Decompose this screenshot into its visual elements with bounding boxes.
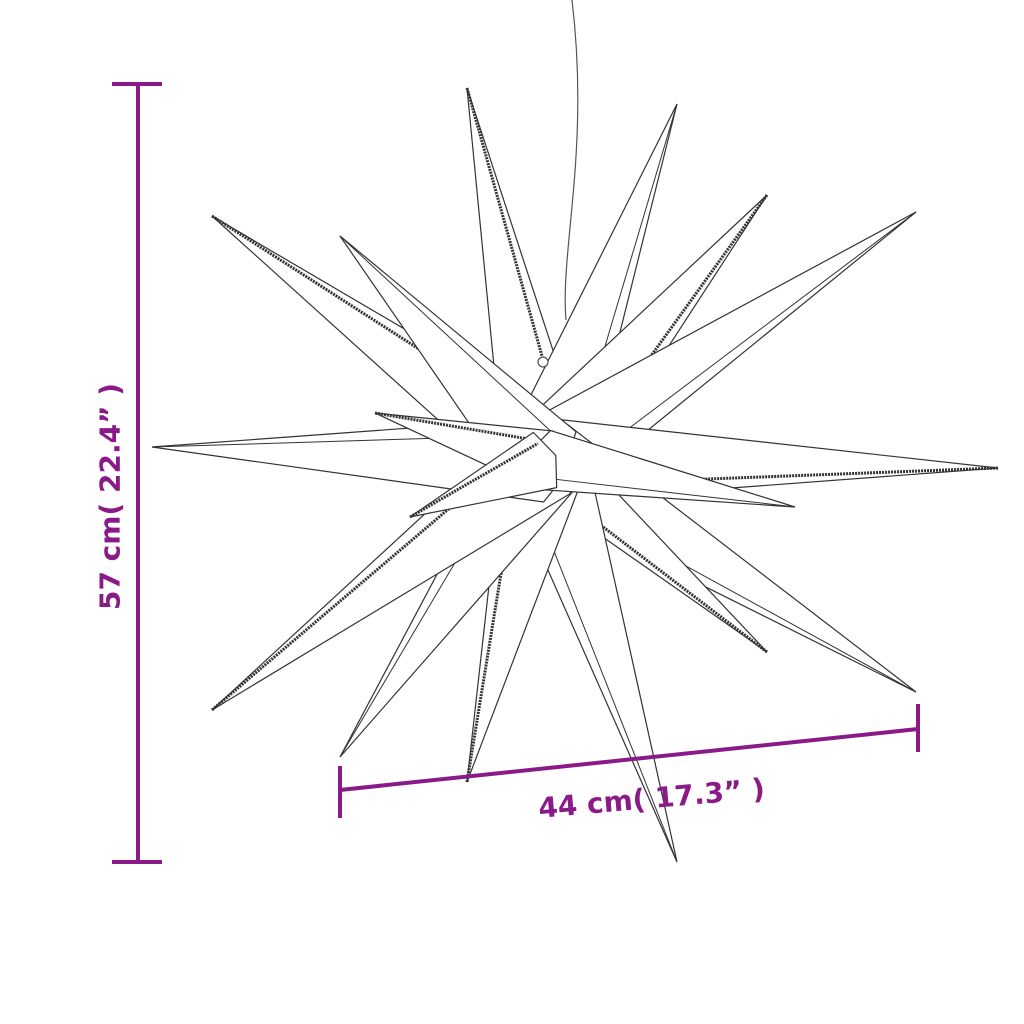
width-dimension-line — [338, 704, 920, 818]
led-strip — [465, 87, 572, 456]
hook-ring-icon — [537, 356, 549, 368]
height-dimension-line — [112, 82, 162, 864]
led-strip — [541, 477, 796, 508]
star-spikes — [151, 87, 999, 863]
led-strip — [339, 235, 564, 444]
led-strip — [532, 472, 768, 654]
led-strip — [211, 438, 531, 712]
height-label: 57 cm( 22.4” ) — [93, 382, 127, 611]
led-strip — [409, 442, 539, 519]
led-strip — [374, 411, 551, 445]
hanging-cable — [564, 0, 579, 321]
